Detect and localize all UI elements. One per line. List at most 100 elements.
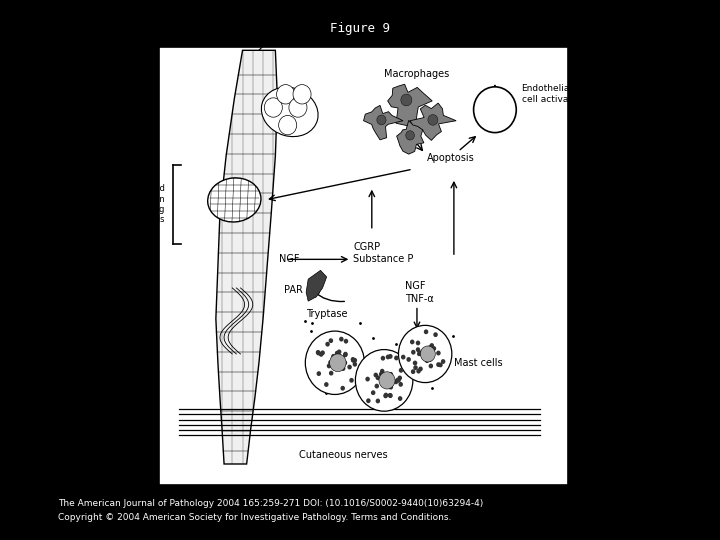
- Circle shape: [320, 350, 325, 355]
- Text: PAR: PAR: [284, 285, 302, 295]
- Text: Copyright © 2004 American Society for Investigative Pathology. Terms and Conditi: Copyright © 2004 American Society for In…: [58, 513, 451, 522]
- Text: CGRP
Substance P: CGRP Substance P: [354, 241, 414, 264]
- Circle shape: [390, 377, 394, 382]
- Circle shape: [325, 342, 330, 347]
- Circle shape: [371, 390, 375, 395]
- Circle shape: [343, 339, 348, 343]
- Circle shape: [388, 393, 392, 398]
- Circle shape: [398, 396, 402, 401]
- Circle shape: [293, 85, 311, 104]
- Polygon shape: [410, 103, 456, 140]
- Text: Isthmus and
Bulge region
containing
Stem cells: Isthmus and Bulge region containing Stem…: [111, 184, 165, 225]
- Circle shape: [428, 363, 433, 368]
- Circle shape: [420, 346, 436, 362]
- Circle shape: [336, 356, 341, 361]
- Circle shape: [336, 358, 341, 363]
- Circle shape: [341, 386, 345, 390]
- Circle shape: [397, 375, 402, 380]
- Circle shape: [406, 357, 411, 362]
- Circle shape: [324, 382, 328, 387]
- Ellipse shape: [207, 178, 261, 222]
- Circle shape: [401, 355, 405, 360]
- Circle shape: [411, 350, 415, 355]
- Circle shape: [433, 332, 438, 337]
- Circle shape: [429, 350, 434, 355]
- Circle shape: [356, 349, 413, 411]
- Circle shape: [428, 357, 432, 362]
- Text: Endothelial
cell activation: Endothelial cell activation: [521, 84, 585, 104]
- Circle shape: [417, 352, 421, 356]
- Circle shape: [388, 354, 392, 359]
- Circle shape: [432, 346, 436, 351]
- Circle shape: [410, 340, 415, 345]
- Circle shape: [441, 359, 446, 364]
- Circle shape: [438, 362, 443, 367]
- Circle shape: [381, 356, 385, 361]
- Polygon shape: [216, 50, 277, 464]
- Circle shape: [388, 393, 392, 398]
- Text: NGF: NGF: [279, 254, 300, 265]
- Circle shape: [343, 353, 348, 357]
- Circle shape: [329, 371, 333, 375]
- Circle shape: [406, 131, 415, 140]
- Circle shape: [394, 355, 399, 360]
- Circle shape: [415, 347, 420, 352]
- Circle shape: [430, 353, 434, 358]
- Circle shape: [339, 337, 343, 342]
- Circle shape: [351, 357, 355, 362]
- Circle shape: [377, 115, 386, 125]
- Circle shape: [279, 116, 297, 135]
- Circle shape: [436, 362, 441, 367]
- Circle shape: [401, 94, 412, 106]
- Text: Figure 9: Figure 9: [330, 22, 390, 35]
- Circle shape: [419, 350, 423, 355]
- Circle shape: [316, 350, 320, 355]
- Circle shape: [289, 98, 307, 117]
- Circle shape: [426, 354, 431, 359]
- Circle shape: [366, 399, 371, 403]
- Circle shape: [365, 377, 370, 381]
- Circle shape: [387, 377, 392, 382]
- Circle shape: [317, 371, 321, 376]
- Circle shape: [389, 384, 393, 389]
- Text: Apoptosis: Apoptosis: [427, 153, 475, 163]
- Circle shape: [398, 326, 452, 382]
- Circle shape: [425, 358, 429, 363]
- Circle shape: [376, 399, 380, 403]
- Polygon shape: [306, 271, 327, 301]
- Circle shape: [351, 358, 356, 363]
- Circle shape: [415, 341, 420, 346]
- Circle shape: [396, 378, 401, 383]
- Circle shape: [343, 352, 348, 356]
- Circle shape: [379, 372, 395, 389]
- Circle shape: [349, 378, 354, 383]
- Circle shape: [398, 382, 403, 387]
- Circle shape: [353, 362, 357, 367]
- Circle shape: [418, 367, 423, 372]
- Circle shape: [379, 370, 384, 375]
- Text: Macrophages: Macrophages: [384, 69, 449, 79]
- Circle shape: [411, 369, 415, 374]
- Polygon shape: [364, 105, 403, 140]
- Text: The American Journal of Pathology 2004 165:259-271 DOI: (10.1016/S0002-9440(10)6: The American Journal of Pathology 2004 1…: [58, 500, 483, 509]
- Circle shape: [379, 372, 383, 377]
- Circle shape: [276, 85, 294, 104]
- Text: Tryptase: Tryptase: [306, 309, 348, 319]
- Text: NGF
TNF-α: NGF TNF-α: [405, 281, 433, 303]
- Circle shape: [343, 360, 347, 365]
- Circle shape: [331, 354, 336, 359]
- Circle shape: [347, 364, 352, 369]
- Circle shape: [386, 355, 390, 360]
- Polygon shape: [387, 84, 432, 128]
- Circle shape: [474, 87, 516, 133]
- Text: Mast cells: Mast cells: [454, 358, 503, 368]
- Circle shape: [413, 365, 418, 370]
- Circle shape: [430, 343, 434, 348]
- Polygon shape: [397, 120, 424, 154]
- Circle shape: [424, 329, 428, 334]
- Circle shape: [305, 331, 364, 394]
- Circle shape: [380, 369, 384, 374]
- Circle shape: [428, 345, 432, 350]
- Circle shape: [327, 363, 331, 368]
- Circle shape: [389, 380, 394, 385]
